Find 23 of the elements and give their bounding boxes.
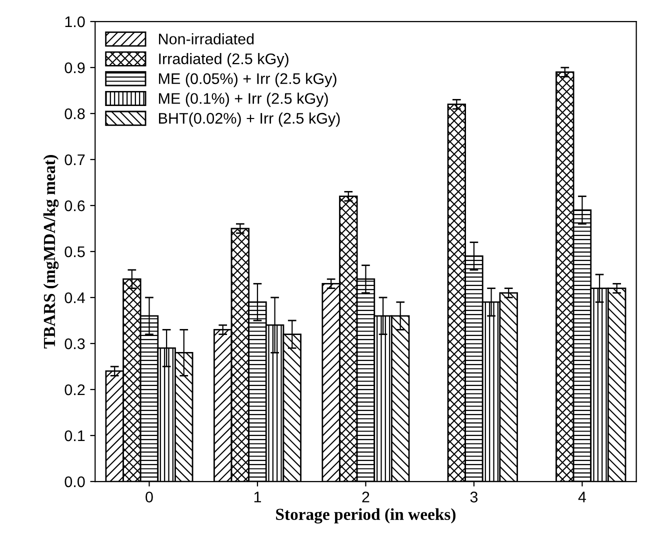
- legend-label: BHT(0.02%) + Irr (2.5 kGy): [159, 112, 340, 127]
- legend-label: Non-irradiated: [159, 33, 254, 44]
- x-axis-title: Storage period (in weeks): [276, 508, 456, 524]
- y-tick-label: 0.1: [64, 430, 85, 442]
- y-tick-label: 0.2: [64, 384, 85, 396]
- x-tick-label: 0: [146, 492, 153, 502]
- y-tick-label: 0.9: [64, 62, 85, 74]
- x-tick-label: 1: [254, 492, 261, 502]
- x-tick-label: 3: [470, 492, 478, 502]
- legend-label: Irradiated (2.5 kGy): [159, 53, 288, 68]
- x-tick-label: 2: [362, 492, 370, 502]
- y-tick-label: 0.0: [64, 476, 85, 488]
- y-tick-label: 1.0: [65, 16, 85, 28]
- y-axis-title: TBARS (mgMDA/kg meat): [43, 155, 59, 348]
- y-tick-label: 0.3: [64, 338, 85, 350]
- legend-label: ME (0.05%) + Irr (2.5 kGy): [159, 72, 336, 88]
- y-tick-label: 0.8: [64, 108, 85, 120]
- x-tick-label: 4: [578, 492, 586, 502]
- y-tick-label: 0.6: [64, 200, 85, 212]
- legend-label: ME (0.1%) + Irr (2.5 kGy): [159, 92, 328, 107]
- y-tick-label: 0.4: [64, 292, 85, 304]
- y-tick-label: 0.5: [64, 246, 85, 258]
- y-tick-label: 0.7: [64, 154, 85, 166]
